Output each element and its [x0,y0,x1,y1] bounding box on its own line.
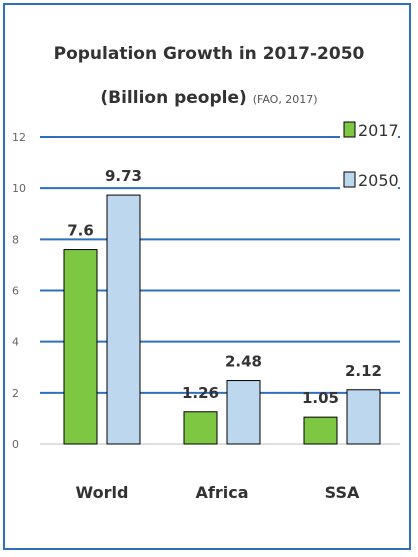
chart-source: (FAO, 2017) [252,93,318,106]
data-label: 2.12 [345,362,382,380]
legend-label: 2050 [358,171,399,190]
category-label: SSA [325,483,360,502]
bar [106,194,141,445]
data-label: 9.73 [105,167,142,185]
bar [226,380,261,445]
data-label: 1.05 [302,389,339,407]
y-tick-label: 6 [12,285,19,298]
y-tick-label: 0 [12,438,19,451]
chart-subtitle-line: (Billion people) (FAO, 2017) [0,88,418,108]
chart-title: Population Growth in 2017-2050 [53,44,365,64]
y-tick-label: 10 [12,182,26,195]
chart-subtitle: (Billion people) [100,88,247,108]
bar [63,249,98,445]
legend-label: 2017 [358,121,399,140]
category-label: Africa [196,483,249,502]
bar [183,411,218,445]
y-tick-label: 2 [12,387,19,400]
data-label: 1.26 [182,384,219,402]
category-label: World [76,483,129,502]
y-tick-label: 12 [12,131,26,144]
y-tick-label: 4 [12,336,19,349]
bar [346,389,381,445]
bar [303,416,338,445]
data-label: 7.6 [67,222,94,240]
legend-swatch [343,121,356,138]
legend-swatch [343,171,356,188]
y-tick-label: 8 [12,233,19,246]
data-label: 2.48 [225,353,262,371]
